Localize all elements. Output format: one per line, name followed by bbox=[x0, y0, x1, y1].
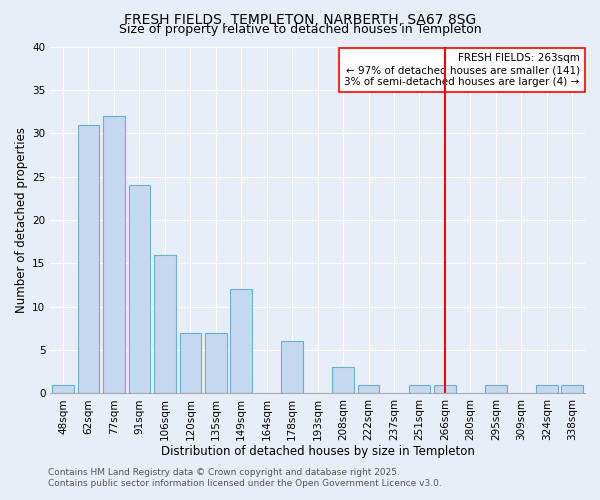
Bar bbox=[103, 116, 125, 394]
Text: Size of property relative to detached houses in Templeton: Size of property relative to detached ho… bbox=[119, 22, 481, 36]
Bar bbox=[485, 384, 507, 394]
Bar bbox=[230, 290, 252, 394]
Bar bbox=[536, 384, 557, 394]
Bar bbox=[281, 342, 303, 394]
Text: FRESH FIELDS, TEMPLETON, NARBERTH, SA67 8SG: FRESH FIELDS, TEMPLETON, NARBERTH, SA67 … bbox=[124, 12, 476, 26]
Bar bbox=[562, 384, 583, 394]
Bar bbox=[179, 332, 201, 394]
Bar bbox=[205, 332, 227, 394]
Bar bbox=[409, 384, 430, 394]
Bar bbox=[77, 124, 99, 394]
Bar bbox=[128, 185, 150, 394]
X-axis label: Distribution of detached houses by size in Templeton: Distribution of detached houses by size … bbox=[161, 444, 475, 458]
Bar bbox=[358, 384, 379, 394]
Text: Contains HM Land Registry data © Crown copyright and database right 2025.
Contai: Contains HM Land Registry data © Crown c… bbox=[48, 468, 442, 487]
Text: FRESH FIELDS: 263sqm
← 97% of detached houses are smaller (141)
3% of semi-detac: FRESH FIELDS: 263sqm ← 97% of detached h… bbox=[344, 54, 580, 86]
Bar bbox=[52, 384, 74, 394]
Bar bbox=[332, 368, 354, 394]
Bar bbox=[434, 384, 456, 394]
Y-axis label: Number of detached properties: Number of detached properties bbox=[15, 127, 28, 313]
Bar bbox=[154, 254, 176, 394]
